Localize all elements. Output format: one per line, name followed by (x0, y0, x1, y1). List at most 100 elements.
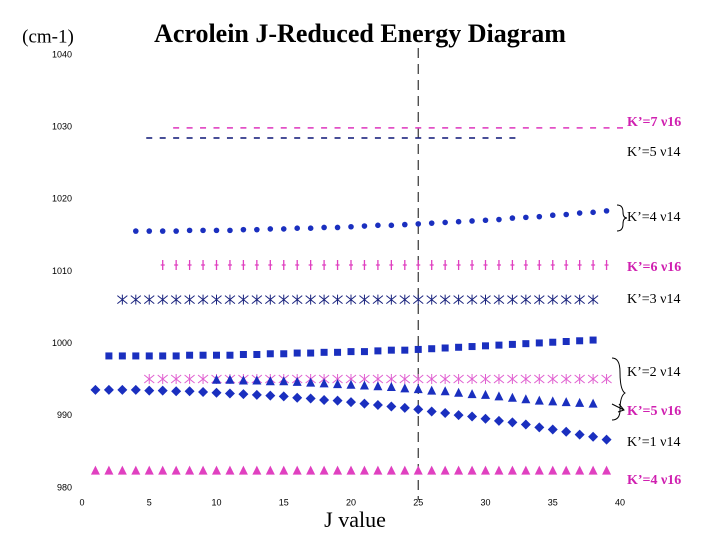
marker (145, 352, 153, 360)
marker (412, 374, 424, 385)
marker (496, 260, 501, 271)
marker (589, 336, 597, 344)
marker (268, 260, 273, 271)
y-tick-label: 1040 (52, 49, 72, 59)
marker (588, 431, 599, 442)
marker (509, 215, 516, 221)
marker (198, 387, 209, 398)
marker (520, 374, 532, 385)
marker (170, 374, 182, 385)
marker (238, 465, 248, 475)
marker (225, 465, 235, 475)
marker (493, 374, 505, 385)
marker (252, 375, 262, 385)
marker (146, 228, 153, 234)
marker (186, 351, 194, 359)
marker (467, 389, 477, 399)
marker (562, 338, 570, 346)
marker (591, 260, 596, 271)
y-tick-label: 1010 (52, 266, 72, 276)
marker (345, 294, 357, 305)
marker (439, 374, 451, 385)
marker (321, 224, 327, 231)
marker (157, 374, 169, 385)
marker (307, 225, 314, 231)
marker (413, 404, 424, 415)
marker (534, 422, 545, 433)
marker (347, 348, 355, 356)
marker (159, 352, 167, 360)
marker (510, 260, 515, 271)
x-tick-label: 5 (147, 497, 152, 507)
marker (160, 260, 165, 271)
marker (483, 260, 488, 271)
marker (214, 260, 219, 271)
marker (372, 294, 384, 305)
series-label: K’=7 ν16 (627, 115, 681, 130)
chart-title: Acrolein J-Reduced Energy Diagram (154, 19, 566, 48)
marker (117, 465, 127, 475)
marker (173, 228, 179, 234)
marker (212, 465, 221, 475)
marker (267, 226, 274, 232)
marker (279, 465, 289, 475)
marker (346, 379, 356, 389)
marker (90, 384, 101, 395)
marker (507, 392, 517, 402)
marker (349, 260, 353, 271)
marker (508, 340, 516, 348)
marker (184, 386, 195, 397)
marker (241, 260, 246, 271)
marker (143, 374, 155, 385)
marker (561, 426, 572, 437)
marker (348, 223, 354, 230)
x-tick-label: 0 (79, 497, 84, 507)
marker (454, 387, 464, 397)
marker (373, 381, 383, 391)
marker (442, 219, 448, 226)
marker (130, 294, 142, 305)
marker (440, 407, 451, 418)
x-axis-label: J value (324, 507, 386, 532)
marker (577, 260, 582, 271)
marker (211, 294, 222, 305)
marker (548, 396, 558, 406)
marker (157, 385, 168, 396)
marker (428, 220, 435, 226)
marker (292, 465, 302, 475)
marker (520, 419, 531, 430)
marker (319, 465, 329, 475)
x-tick-label: 20 (346, 497, 356, 507)
marker (399, 402, 410, 413)
y-tick-label: 980 (57, 482, 72, 492)
marker (588, 398, 598, 408)
marker (537, 260, 542, 271)
marker (481, 389, 490, 399)
marker (213, 351, 220, 359)
marker (278, 294, 290, 305)
x-tick-label: 30 (480, 497, 490, 507)
marker (507, 465, 517, 475)
marker (429, 260, 434, 271)
marker (386, 381, 396, 391)
marker (117, 384, 128, 395)
marker (266, 350, 274, 358)
y-tick-label: 1020 (52, 194, 72, 204)
marker (186, 227, 193, 234)
marker (103, 384, 114, 395)
marker (359, 398, 370, 409)
marker (536, 213, 543, 220)
marker (359, 465, 369, 475)
marker (372, 400, 383, 411)
marker (200, 227, 206, 234)
marker (453, 294, 464, 305)
marker (412, 294, 424, 305)
y-tick-label: 1030 (52, 122, 72, 132)
marker (587, 294, 599, 305)
marker (575, 465, 585, 475)
marker (603, 208, 610, 214)
marker (360, 348, 368, 356)
marker (318, 294, 330, 305)
series-label: K’=6 ν16 (627, 260, 681, 275)
marker (590, 209, 596, 216)
